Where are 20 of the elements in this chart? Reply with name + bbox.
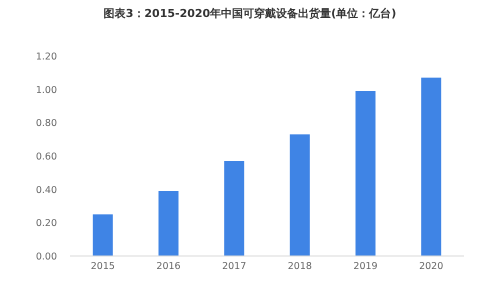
chart-title: 图表3：2015-2020年中国可穿戴设备出货量(单位：亿台)	[104, 7, 396, 20]
y-tick-label: 1.20	[36, 52, 57, 62]
bar	[92, 214, 113, 256]
y-tick-label: 0.80	[36, 118, 57, 130]
bar	[356, 91, 376, 256]
x-tick-label: 2020	[419, 261, 444, 272]
x-tick-label: 2017	[222, 261, 246, 272]
bar	[224, 161, 244, 256]
bar	[421, 78, 442, 256]
bar	[158, 191, 178, 256]
x-tick-label: 2018	[288, 261, 312, 272]
y-tick-label: 0.40	[36, 184, 57, 196]
y-tick-label: 0.60	[36, 152, 57, 162]
y-tick-label: 0.00	[36, 252, 57, 262]
bar	[290, 134, 310, 256]
x-tick-label: 2015	[90, 261, 115, 272]
y-tick-label: 1.00	[36, 84, 57, 96]
x-tick-label: 2019	[353, 261, 378, 272]
x-tick-label: 2016	[156, 261, 181, 272]
y-tick-label: 0.20	[36, 218, 57, 230]
